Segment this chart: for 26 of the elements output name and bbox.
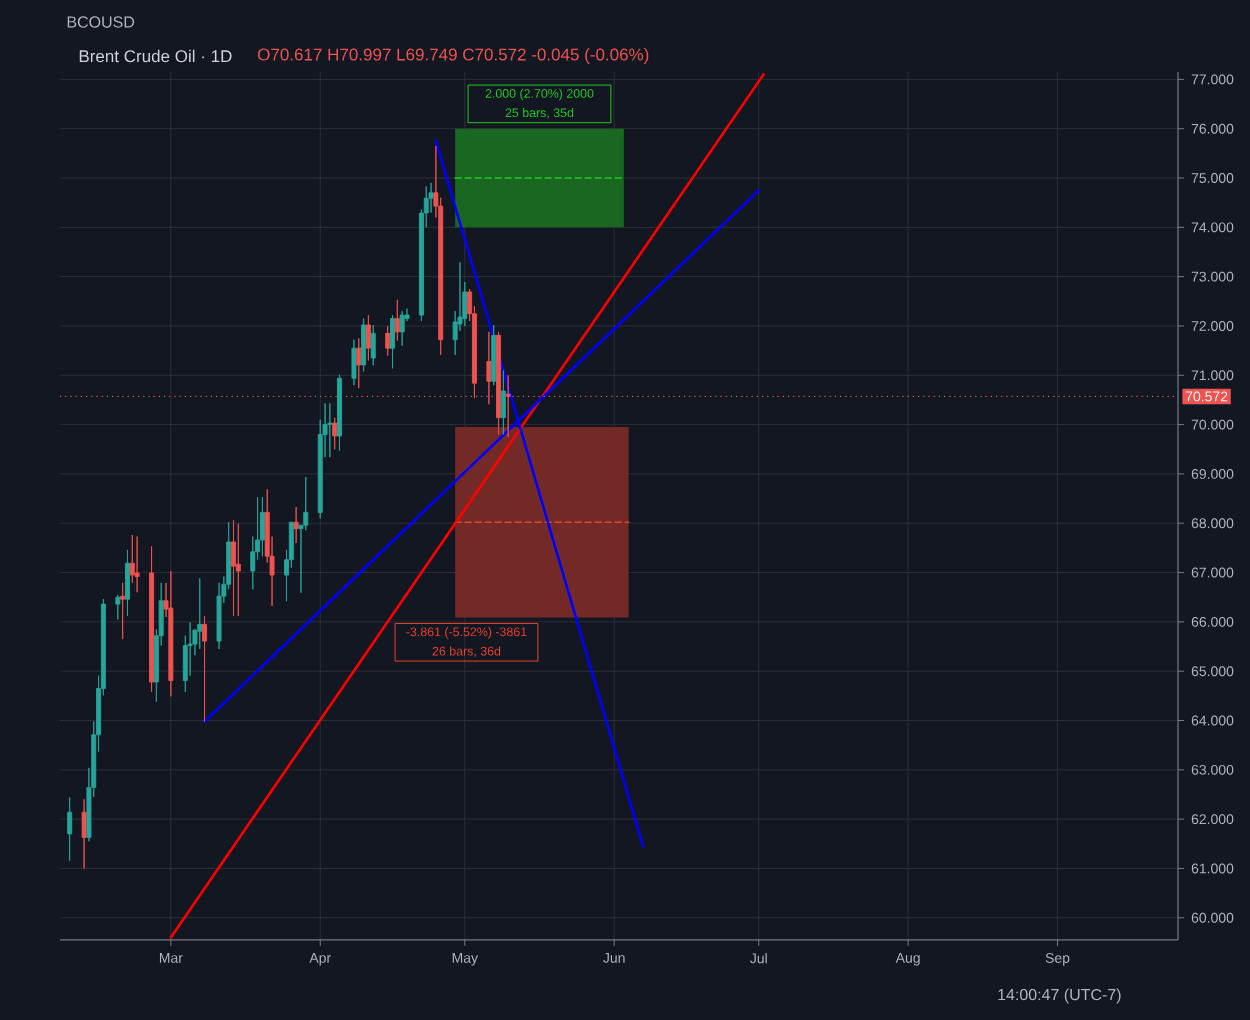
candlestick (202, 615, 208, 722)
candlestick (235, 523, 241, 617)
candlestick (390, 314, 395, 369)
candlestick (216, 582, 222, 650)
chart-title: Brent Crude Oil · 1D (79, 49, 232, 63)
candlestick (168, 570, 174, 697)
candlestick (293, 506, 299, 544)
chart-subtitle: O70.617 H70.997 L69.749 C70.572 -0.045 (-0.06%) (258, 48, 649, 64)
candlestick (231, 519, 236, 617)
text: 14:00:47 (UTC-7) (998, 988, 1121, 1004)
candlestick (365, 314, 371, 361)
candlestick (491, 324, 497, 386)
candlestick (332, 417, 338, 450)
candlestick (370, 324, 376, 366)
text: BCOUSD (67, 16, 135, 28)
candlestick (385, 325, 391, 357)
candlestick (351, 339, 357, 386)
candlestick (399, 310, 405, 347)
candlestick (259, 496, 265, 557)
candlestick (361, 318, 367, 372)
candlestick (356, 337, 362, 389)
candlestick (337, 374, 342, 452)
candlestick (394, 299, 400, 342)
candlestick (327, 402, 333, 458)
candlestick (500, 369, 506, 435)
candlestick (197, 578, 203, 650)
